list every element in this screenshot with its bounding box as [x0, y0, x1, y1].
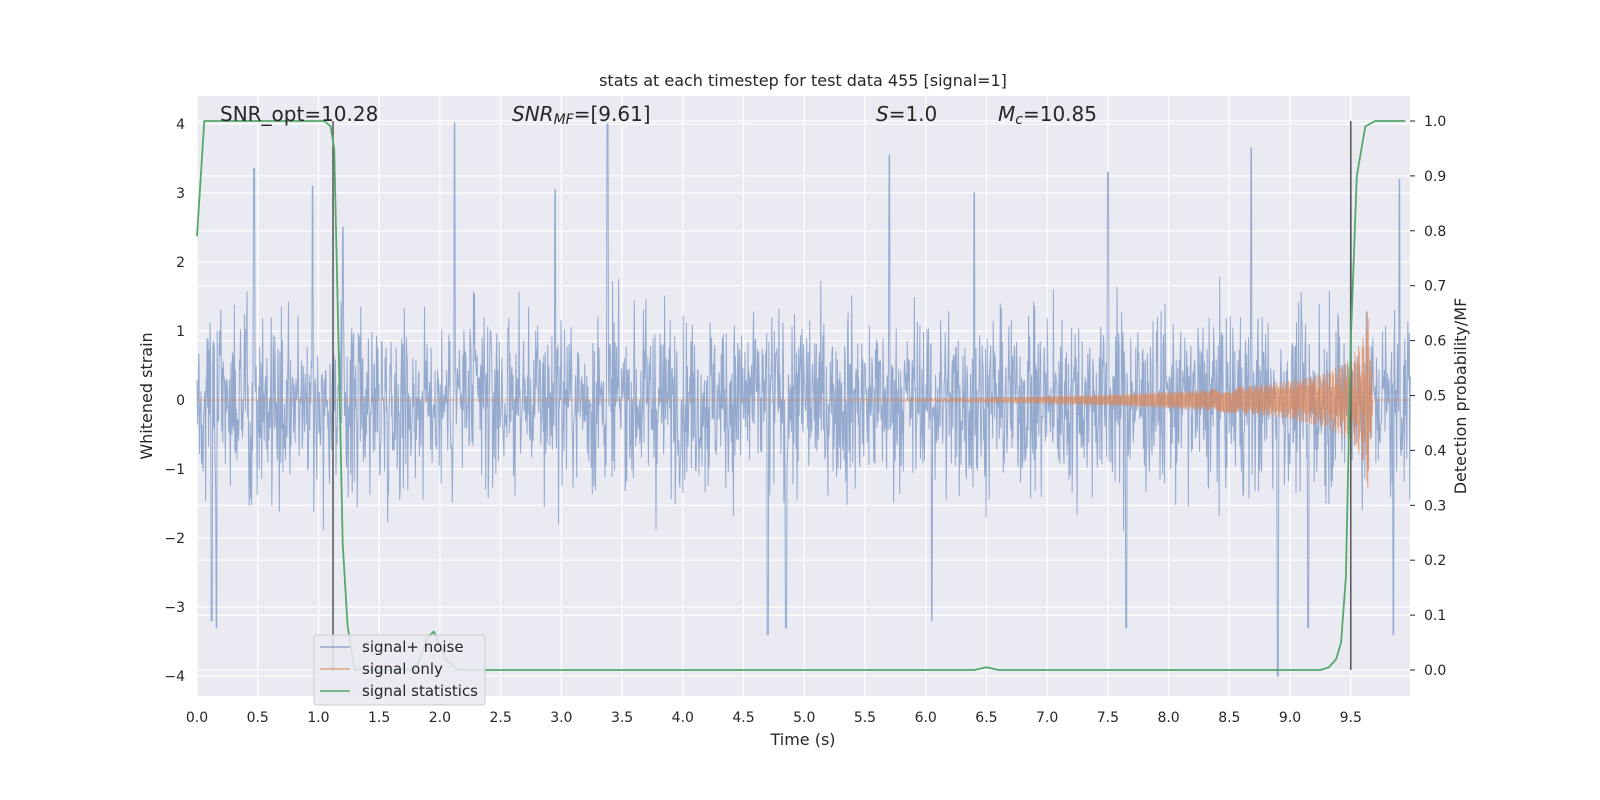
chart-title: stats at each timestep for test data 455… — [599, 71, 1007, 90]
x-axis-ticks: 0.0 0.5 1.0 1.5 2.0 2.5 3.0 3.5 4.0 4.5 5.0 5.5 6.0 6… — [186, 710, 1362, 726]
annotation-snr-mf-value: =[9.61] — [574, 102, 651, 126]
y-right-tick-label: 0.7 — [1424, 279, 1446, 295]
annotation-s-value: =1.0 — [889, 102, 938, 126]
annotation-s-symbol: S — [876, 102, 889, 126]
right-y-axis-label: Detection probability/MF — [1451, 298, 1470, 495]
y-right-tick-label: 0.1 — [1424, 608, 1446, 624]
y-left-tick-label: −1 — [164, 462, 185, 478]
right-y-axis-ticks: 1.0 0.9 0.8 0.7 0.6 0.5 0.4 0.3 0.2 0.1 0.0 — [1410, 114, 1446, 679]
x-tick-label: 9.0 — [1279, 710, 1301, 726]
legend-entry-signal-statistics: signal statistics — [362, 682, 478, 700]
y-right-tick-label: 0.2 — [1424, 553, 1446, 569]
signal-only-line — [197, 312, 1411, 488]
annotation-mc-sub: c — [1015, 112, 1023, 128]
x-tick-label: 8.0 — [1157, 710, 1179, 726]
left-y-axis-ticks: 4 3 2 1 0 −1 −2 −3 −4 — [164, 117, 185, 685]
vertical-lines — [332, 121, 1352, 670]
x-tick-label: 4.5 — [732, 710, 754, 726]
y-left-tick-label: 2 — [176, 255, 185, 271]
y-right-tick-label: 1.0 — [1424, 114, 1446, 130]
legend-entry-signal-only: signal only — [362, 660, 443, 678]
y-left-tick-label: −2 — [164, 531, 185, 547]
x-tick-label: 5.0 — [793, 710, 815, 726]
annotation-snr-mf-symbol: SNR — [512, 102, 554, 126]
x-tick-label: 2.0 — [429, 710, 451, 726]
y-left-tick-label: −4 — [164, 669, 185, 685]
x-tick-label: 8.5 — [1218, 710, 1240, 726]
x-tick-label: 3.0 — [550, 710, 572, 726]
x-tick-label: 6.5 — [975, 710, 997, 726]
y-right-tick-label: 0.3 — [1424, 498, 1446, 514]
y-right-tick-label: 0.5 — [1424, 389, 1446, 405]
y-left-tick-label: 0 — [176, 393, 185, 409]
x-tick-label: 0.0 — [186, 710, 208, 726]
y-left-tick-label: 4 — [176, 117, 185, 133]
x-tick-label: 1.0 — [307, 710, 329, 726]
legend: signal+ noise signal only signal statist… — [313, 634, 486, 706]
y-right-tick-label: 0.8 — [1424, 224, 1446, 240]
signal-only-series — [197, 312, 1411, 488]
signal-noise-series — [196, 122, 1411, 677]
y-right-tick-label: 0.4 — [1424, 443, 1446, 459]
x-tick-label: 1.5 — [368, 710, 390, 726]
annotation-snr-opt: SNR_opt=10.28 — [220, 102, 378, 126]
x-tick-label: 7.0 — [1036, 710, 1058, 726]
y-left-tick-label: −3 — [164, 600, 185, 616]
y-left-tick-label: 3 — [176, 186, 185, 202]
x-tick-label: 3.5 — [611, 710, 633, 726]
x-tick-label: 4.0 — [672, 710, 694, 726]
legend-box — [313, 634, 486, 706]
annotation-mc-value: =10.85 — [1023, 102, 1097, 126]
left-y-axis-label: Whitened strain — [137, 332, 156, 459]
x-tick-label: 9.5 — [1340, 710, 1362, 726]
y-right-tick-label: 0.9 — [1424, 169, 1446, 185]
annotation-mc-symbol: M — [998, 102, 1015, 126]
x-tick-label: 6.0 — [915, 710, 937, 726]
signal-noise-line — [196, 122, 1411, 677]
y-right-tick-label: 0.6 — [1424, 334, 1446, 350]
y-right-tick-label: 0.0 — [1424, 663, 1446, 679]
annotation-snr-mf: SNRMF=[9.61] — [512, 102, 651, 128]
legend-entry-signal-noise: signal+ noise — [362, 638, 464, 656]
annotation-s: S=1.0 — [876, 102, 937, 126]
x-tick-label: 7.5 — [1097, 710, 1119, 726]
x-axis-label: Time (s) — [769, 730, 835, 749]
x-tick-label: 0.5 — [247, 710, 269, 726]
x-tick-label: 5.5 — [854, 710, 876, 726]
annotation-snr-mf-sub: MF — [554, 112, 575, 128]
annotation-mc: Mc=10.85 — [998, 102, 1097, 128]
x-tick-label: 2.5 — [489, 710, 511, 726]
y-left-tick-label: 1 — [176, 324, 185, 340]
